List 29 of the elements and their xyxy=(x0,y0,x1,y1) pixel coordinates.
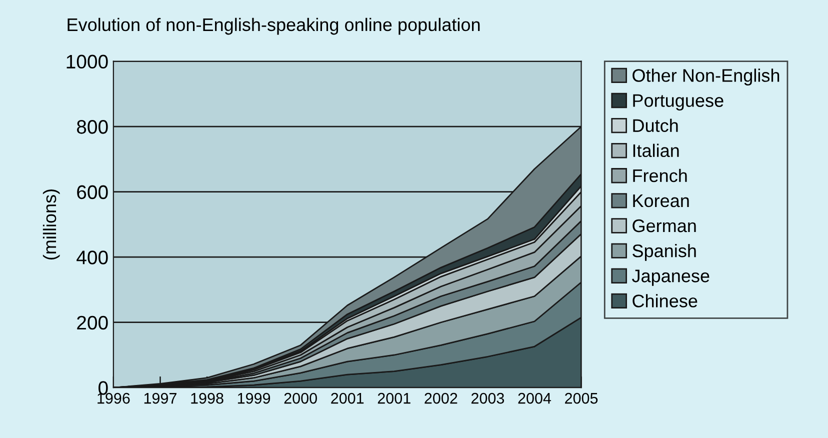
legend-label: Dutch xyxy=(633,118,678,132)
x-tick-label: 1997 xyxy=(144,392,176,404)
y-tick-label: 1000 xyxy=(66,54,108,69)
legend-label: Chinese xyxy=(632,294,698,308)
x-tick-label: 2001 xyxy=(331,392,364,404)
legend-label: Spanish xyxy=(632,244,696,261)
x-tick-label: 2002 xyxy=(424,392,458,404)
y-tick-label: 400 xyxy=(76,250,108,264)
x-tick-label: 1999 xyxy=(238,392,270,404)
y-tick-label: 800 xyxy=(76,120,108,134)
legend-label: Portuguese xyxy=(633,94,724,111)
legend-label: Other Non-English xyxy=(632,68,780,86)
chart-title: Evolution of non-English-speaking online population xyxy=(68,18,480,35)
x-tick-label: 2001 xyxy=(378,392,410,404)
y-tick-label: 200 xyxy=(77,316,108,330)
legend-label: Japanese xyxy=(632,270,710,286)
x-tick-label: 2004 xyxy=(518,392,552,404)
legend-label: German xyxy=(632,219,696,232)
x-tick-label: 1996 xyxy=(98,392,130,404)
y-tick-label: 600 xyxy=(77,185,108,200)
y-axis-title: (millions) xyxy=(42,189,60,260)
legend-label: Italian xyxy=(633,144,679,158)
x-tick-label: 2000 xyxy=(284,392,317,404)
legend-label: Korean xyxy=(633,194,689,208)
x-tick-label: 2005 xyxy=(565,392,598,404)
legend-label: French xyxy=(633,168,687,182)
y-tick-label: 0 xyxy=(98,381,108,395)
x-tick-label: 2003 xyxy=(471,392,504,404)
x-tick-label: 1998 xyxy=(191,392,224,404)
